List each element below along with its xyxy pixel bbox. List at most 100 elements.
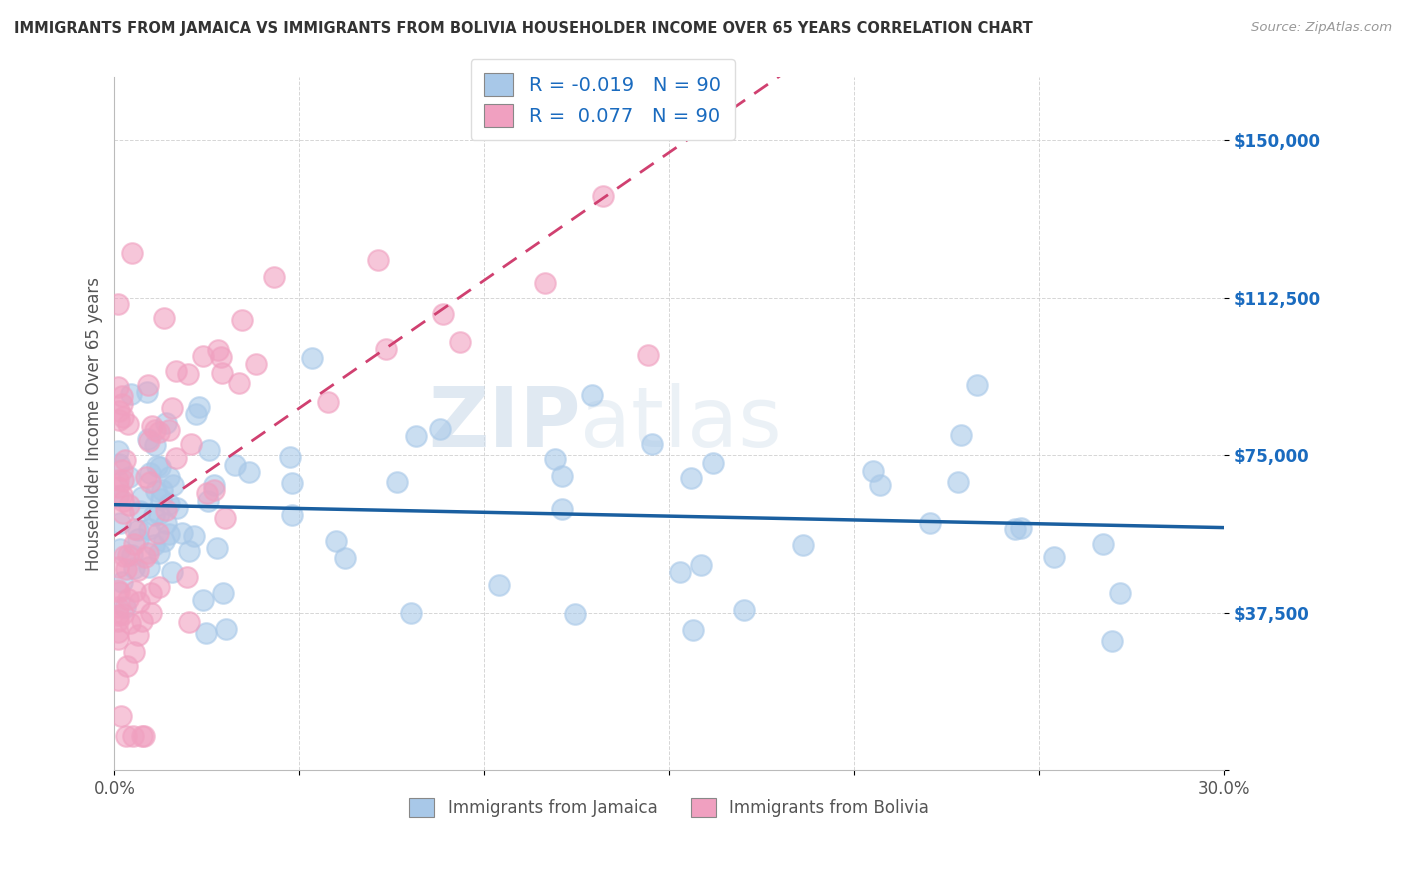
Point <box>120 387 142 401</box>
Point <box>165 450 187 465</box>
Point <box>152 483 174 497</box>
Point <box>155 416 177 430</box>
Point <box>114 730 136 744</box>
Point <box>195 486 218 500</box>
Point <box>176 570 198 584</box>
Point <box>131 614 153 628</box>
Point <box>143 438 166 452</box>
Point <box>637 348 659 362</box>
Point <box>115 658 138 673</box>
Point <box>682 624 704 638</box>
Point <box>121 548 143 562</box>
Point <box>141 607 163 621</box>
Point <box>581 387 603 401</box>
Point <box>177 367 200 381</box>
Point <box>214 511 236 525</box>
Point <box>211 366 233 380</box>
Point <box>107 585 129 599</box>
Point <box>107 480 129 494</box>
Point <box>333 550 356 565</box>
Point <box>690 558 713 572</box>
Point <box>112 506 135 520</box>
Point <box>1043 549 1066 564</box>
Point <box>122 645 145 659</box>
Point <box>143 423 166 437</box>
Point <box>117 548 139 562</box>
Point <box>281 476 304 491</box>
Point <box>231 313 253 327</box>
Text: atlas: atlas <box>581 384 782 464</box>
Point <box>399 606 422 620</box>
Point <box>1101 633 1123 648</box>
Point <box>141 586 163 600</box>
Point <box>186 407 208 421</box>
Point <box>198 442 221 457</box>
Point <box>124 536 146 550</box>
Point <box>209 350 232 364</box>
Point <box>111 389 134 403</box>
Text: IMMIGRANTS FROM JAMAICA VS IMMIGRANTS FROM BOLIVIA HOUSEHOLDER INCOME OVER 65 YE: IMMIGRANTS FROM JAMAICA VS IMMIGRANTS FR… <box>14 21 1033 36</box>
Point <box>107 444 129 458</box>
Point <box>155 503 177 517</box>
Point <box>148 425 170 440</box>
Point <box>127 532 149 546</box>
Point <box>108 413 131 427</box>
Point <box>564 607 586 622</box>
Point <box>681 471 703 485</box>
Point <box>111 463 134 477</box>
Point <box>138 522 160 536</box>
Point <box>132 730 155 744</box>
Point <box>107 473 129 487</box>
Point <box>177 544 200 558</box>
Point <box>108 458 131 472</box>
Point <box>449 334 471 349</box>
Point <box>920 516 942 530</box>
Point <box>136 432 159 446</box>
Point <box>107 297 129 311</box>
Point <box>1004 522 1026 536</box>
Point <box>948 475 970 489</box>
Point <box>108 542 131 557</box>
Point <box>966 377 988 392</box>
Point <box>165 364 187 378</box>
Point <box>117 417 139 432</box>
Point <box>733 603 755 617</box>
Point <box>263 269 285 284</box>
Point <box>143 538 166 552</box>
Point <box>148 507 170 521</box>
Point <box>155 516 177 530</box>
Point <box>534 276 557 290</box>
Point <box>112 410 135 425</box>
Point <box>375 342 398 356</box>
Text: Source: ZipAtlas.com: Source: ZipAtlas.com <box>1251 21 1392 34</box>
Point <box>121 730 143 744</box>
Point <box>117 498 139 512</box>
Point <box>432 308 454 322</box>
Point <box>111 473 134 487</box>
Point <box>110 575 132 590</box>
Point <box>1109 586 1132 600</box>
Point <box>702 456 724 470</box>
Point <box>112 549 135 563</box>
Point <box>136 546 159 560</box>
Point <box>111 493 134 508</box>
Point <box>150 492 173 507</box>
Point <box>138 475 160 489</box>
Point <box>160 401 183 415</box>
Point <box>107 380 129 394</box>
Point <box>157 527 180 541</box>
Point <box>142 508 165 522</box>
Point <box>135 470 157 484</box>
Point <box>131 491 153 505</box>
Point <box>551 469 574 483</box>
Point <box>111 488 134 502</box>
Point <box>145 483 167 498</box>
Point <box>950 428 973 442</box>
Point <box>128 595 150 609</box>
Point <box>160 565 183 579</box>
Point <box>127 523 149 537</box>
Point <box>121 246 143 260</box>
Point <box>187 400 209 414</box>
Point <box>107 624 129 639</box>
Point <box>792 538 814 552</box>
